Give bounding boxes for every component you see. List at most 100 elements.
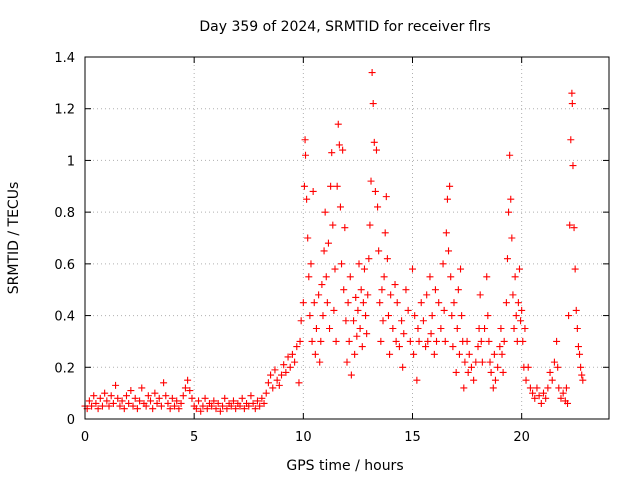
data-point	[553, 337, 561, 345]
data-point	[366, 221, 374, 229]
data-point	[565, 312, 573, 320]
data-point	[129, 402, 137, 410]
data-point	[307, 260, 315, 268]
data-point	[371, 187, 379, 195]
data-point	[413, 376, 421, 384]
data-point	[85, 397, 93, 405]
data-point	[291, 358, 299, 366]
data-point	[433, 337, 441, 345]
plot-frame	[84, 56, 610, 420]
data-point	[392, 337, 400, 345]
data-point	[476, 291, 484, 299]
data-point	[577, 363, 585, 371]
x-tick-label: 5	[190, 430, 198, 445]
data-point	[203, 405, 211, 413]
data-point	[101, 389, 109, 397]
data-point	[142, 402, 150, 410]
data-point	[496, 343, 504, 351]
data-point	[280, 361, 288, 369]
data-point	[179, 392, 187, 400]
data-point	[411, 312, 419, 320]
data-point	[498, 350, 506, 358]
data-point	[568, 100, 576, 108]
data-point	[470, 376, 478, 384]
data-point	[446, 182, 454, 190]
data-point	[229, 397, 237, 405]
data-point	[103, 397, 111, 405]
data-point	[567, 136, 575, 144]
data-point	[441, 337, 449, 345]
data-point	[322, 273, 330, 281]
data-point	[389, 325, 397, 332]
data-point	[90, 392, 98, 400]
data-point	[338, 260, 346, 268]
data-point	[188, 394, 196, 402]
data-point	[391, 281, 399, 289]
data-point	[414, 325, 422, 332]
data-point	[122, 392, 130, 400]
data-point	[109, 399, 117, 407]
data-point	[460, 384, 468, 392]
data-points	[81, 69, 587, 415]
data-point	[442, 229, 450, 237]
data-point	[315, 291, 323, 299]
data-point	[359, 299, 367, 307]
data-point	[333, 182, 341, 190]
data-point	[251, 405, 259, 413]
data-point	[409, 265, 416, 273]
data-point	[415, 337, 423, 345]
data-point	[330, 306, 338, 314]
data-point	[320, 247, 328, 255]
data-point	[343, 358, 351, 366]
data-point	[245, 402, 253, 410]
y-tick-label: 0.8	[54, 206, 75, 221]
data-point	[445, 247, 453, 255]
data-point	[535, 392, 543, 400]
data-point	[114, 394, 122, 402]
data-point	[472, 358, 480, 366]
data-point	[533, 384, 541, 392]
data-point	[118, 397, 126, 405]
data-point	[282, 368, 290, 376]
data-point	[351, 350, 359, 358]
data-point	[311, 350, 319, 358]
x-tick-label: 15	[404, 430, 421, 445]
data-point	[569, 162, 577, 170]
data-point	[136, 397, 144, 405]
data-point	[107, 392, 115, 400]
data-point	[383, 255, 391, 263]
data-point	[144, 392, 152, 400]
data-point	[514, 299, 522, 307]
data-point	[302, 151, 310, 159]
data-point	[264, 379, 272, 387]
data-point	[177, 399, 185, 407]
data-point	[173, 397, 181, 405]
data-point	[485, 337, 493, 345]
data-point	[404, 306, 412, 314]
data-point	[573, 325, 581, 332]
data-point	[379, 317, 387, 325]
data-point	[340, 286, 348, 294]
data-point	[557, 394, 565, 402]
data-point	[352, 293, 360, 301]
data-point	[328, 149, 336, 157]
data-point	[339, 146, 347, 154]
data-point	[423, 291, 431, 299]
data-point	[284, 353, 292, 361]
data-point	[306, 312, 314, 320]
data-point	[221, 394, 229, 402]
data-point	[430, 350, 438, 358]
data-point	[576, 350, 584, 358]
y-tick-label: 0.4	[54, 310, 75, 325]
data-point	[537, 399, 545, 407]
data-point	[326, 325, 334, 332]
data-point	[578, 371, 586, 379]
data-point	[375, 247, 383, 255]
data-point	[181, 384, 189, 392]
data-point	[465, 350, 473, 358]
data-point	[312, 325, 320, 332]
data-point	[236, 402, 244, 410]
x-tick-label: 20	[513, 430, 530, 445]
data-point	[253, 397, 261, 405]
data-point	[223, 405, 231, 413]
